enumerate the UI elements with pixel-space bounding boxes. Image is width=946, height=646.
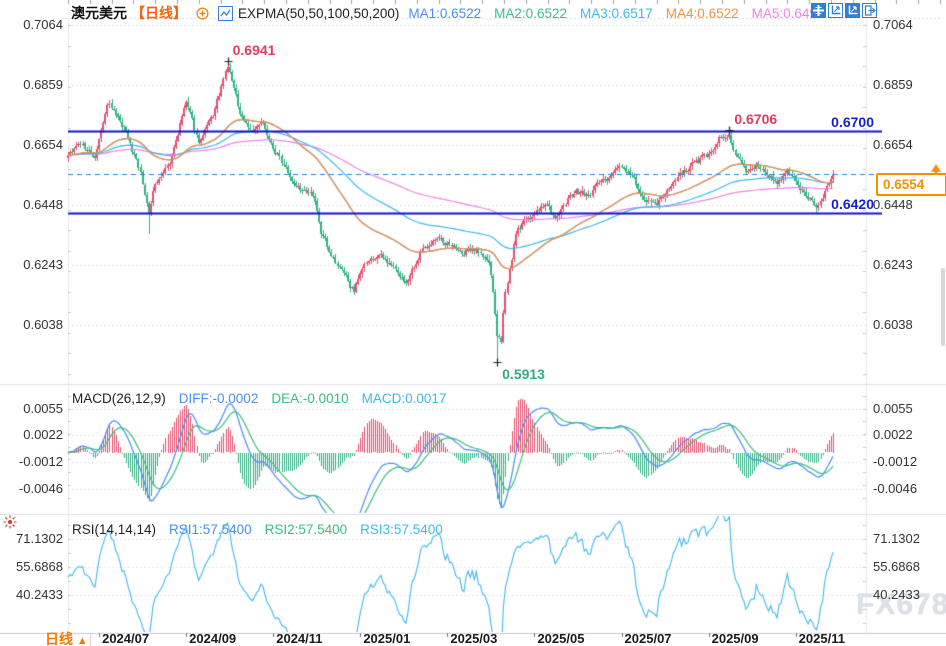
rsi-axis-label-right: 71.1302 xyxy=(873,531,920,546)
price-axis-label-right: 0.6243 xyxy=(873,257,913,273)
price-level-label: 0.6700 xyxy=(831,114,874,131)
price-axis-label-right: 0.6859 xyxy=(873,76,913,92)
price-annotation: 0.6706 xyxy=(734,110,778,127)
current-price-box: 0.6554 xyxy=(876,173,946,196)
x-axis-date-label: 2025/07 xyxy=(624,631,672,646)
macd-axis-label-left: 0.0055 xyxy=(23,401,63,416)
macd-axis-label-left: -0.0046 xyxy=(18,481,63,496)
rsi-value: RSI3:57.5400 xyxy=(360,522,443,537)
macd-title: MACD(26,12,9) xyxy=(72,391,166,406)
rsi-axis-label-right: 55.6868 xyxy=(873,558,920,574)
indicator-name: EXPMA(50,50,100,50,200) xyxy=(238,5,400,21)
rsi-axis-label-left: 71.1302 xyxy=(16,531,63,546)
rsi-panel-header: RSI(14,14,14) RSI1:57.5400 RSI2:57.5400 RS… xyxy=(72,522,443,537)
ma-value: MA3:0.6517 xyxy=(579,5,653,21)
ma-value: MA2:0.6522 xyxy=(494,5,567,21)
period-selector-arrow-icon: ▲ xyxy=(76,635,88,646)
price-axis-label-right: 0.6654 xyxy=(873,136,913,152)
price-axis-label-right: 0.7064 xyxy=(873,17,913,32)
rsi-axis-label-right: 40.2433 xyxy=(873,587,920,602)
rsi-axis-label-left: 40.2433 xyxy=(16,587,63,602)
price-axis-label-right: 0.6448 xyxy=(873,197,913,213)
price-axis-label-right: 0.6038 xyxy=(873,317,913,332)
macd-axis-label-right: 0.0055 xyxy=(873,401,913,416)
rsi-values-group: RSI1:57.5400 RSI2:57.5400 RSI3:57.5400 xyxy=(169,522,443,537)
indicator-chart-icon[interactable] xyxy=(218,5,233,21)
x-axis-date-label: 2024/07 xyxy=(102,631,150,646)
macd-panel-header: MACD(26,12,9) DIFF:-0.0002 DEA:-0.0010 MAC… xyxy=(72,391,446,406)
rsi-value: RSI2:57.5400 xyxy=(264,522,348,537)
x-axis-date-label: 2024/11 xyxy=(276,631,323,646)
add-indicator-icon[interactable] xyxy=(196,6,209,20)
price-annotation: 0.6941 xyxy=(232,41,276,58)
chart-toolbar xyxy=(811,3,877,18)
rsi-title: RSI(14,14,14) xyxy=(72,522,157,537)
x-axis-date-label: 2025/01 xyxy=(363,631,411,646)
symbol-name: 澳元美元 xyxy=(71,5,127,21)
macd-axis-label-left: 0.0022 xyxy=(23,427,63,443)
scrollbar-thumb[interactable] xyxy=(941,268,945,346)
ma-value: MA5:0.6497 xyxy=(751,5,825,21)
price-axis-label-left: 0.7064 xyxy=(23,17,63,32)
macd-axis-label-right: -0.0046 xyxy=(873,481,918,496)
macd-value: DEA:-0.0010 xyxy=(271,391,349,406)
crosshair-tool-icon[interactable] xyxy=(811,3,826,18)
x-axis-date-label: 2025/03 xyxy=(450,631,498,646)
ma-values-group: MA1:0.6522 MA2:0.6522 MA3:0.6517 MA4:0.6522… xyxy=(408,6,824,21)
price-level-label: 0.6420 xyxy=(831,196,874,213)
watermark: FX678 xyxy=(856,588,946,621)
price-axis-label-left: 0.6654 xyxy=(23,136,63,152)
price-axis-label-left: 0.6448 xyxy=(23,197,63,213)
macd-values-group: DIFF:-0.0002 DEA:-0.0010 MACD:0.0017 xyxy=(179,391,447,406)
x-axis-date-label: 2025/09 xyxy=(711,631,759,646)
price-axis-label-left: 0.6859 xyxy=(23,76,63,92)
macd-axis-label-left: -0.0012 xyxy=(18,454,63,470)
indicator-settings-icon[interactable] xyxy=(3,515,17,532)
x-axis-date-label: 2025/05 xyxy=(537,631,585,646)
period-tag: 【日线】 xyxy=(131,5,187,21)
chart-header: 澳元美元 【日线】 EXPMA(50,50,100,50,200) MA1:0.… xyxy=(71,3,824,23)
rsi-axis-label-left: 55.6868 xyxy=(16,558,63,574)
macd-value: DIFF:-0.0002 xyxy=(178,391,259,406)
x-axis-date-label: 2025/11 xyxy=(798,631,845,646)
price-axis-label-left: 0.6243 xyxy=(23,257,63,273)
macd-axis-label-right: -0.0012 xyxy=(873,454,918,470)
period-selector[interactable]: 日线 ▲ xyxy=(45,629,88,646)
ma-value: MA4:0.6522 xyxy=(665,5,739,21)
scale-y-icon[interactable] xyxy=(845,3,860,18)
period-selector-label: 日线 xyxy=(45,631,73,646)
macd-axis-label-right: 0.0022 xyxy=(873,427,913,443)
export-icon[interactable] xyxy=(862,3,877,18)
macd-value: MACD:0.0017 xyxy=(361,391,447,406)
ma-value: MA1:0.6522 xyxy=(408,5,482,21)
rsi-value: RSI1:57.5400 xyxy=(169,522,252,537)
scale-x-icon[interactable] xyxy=(828,3,843,18)
price-axis-label-left: 0.6038 xyxy=(23,317,63,332)
price-annotation: 0.5913 xyxy=(502,365,545,382)
x-axis-date-label: 2024/09 xyxy=(189,631,237,646)
